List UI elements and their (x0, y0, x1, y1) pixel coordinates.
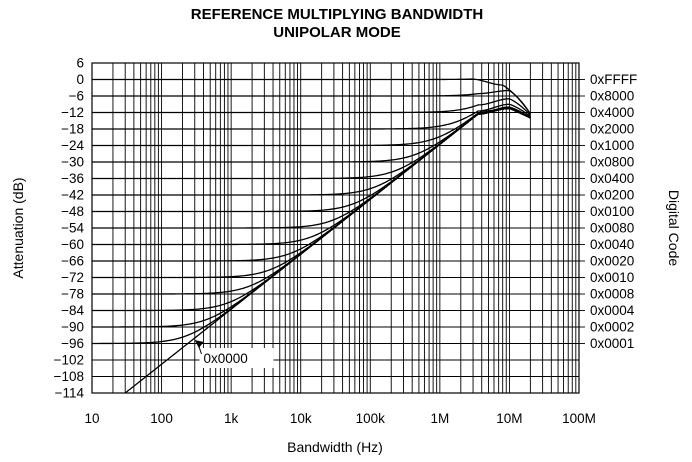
y-tick-label: 6 (76, 56, 84, 71)
code-label: 0x0004 (590, 303, 635, 318)
code-label: 0x4000 (590, 105, 634, 120)
code-label: 0x0001 (590, 336, 634, 351)
x-tick-label: 10M (496, 411, 522, 426)
y-tick-label: −36 (61, 171, 84, 186)
y-tick-label: 0 (76, 72, 84, 87)
y-tick-label: −54 (61, 221, 84, 236)
response-curve (92, 98, 531, 116)
y-tick-label: −84 (61, 303, 84, 318)
y-tick-label: −78 (61, 287, 84, 302)
chart-subtitle: UNIPOLAR MODE (273, 24, 401, 41)
y-tick-label: −42 (61, 188, 84, 203)
y-tick-label: −72 (61, 270, 84, 285)
x-tick-label: 1k (224, 411, 239, 426)
y-tick-label: −48 (61, 204, 84, 219)
y-axis-label: Attenuation (dB) (10, 177, 26, 278)
x-tick-label: 100M (562, 411, 596, 426)
y-axis-tick-labels: 60 −6−12 −18−24 −30−36 −42−48 −54−60 −66−72 −78… (54, 56, 85, 401)
x-axis-tick-labels: 10 100 1k 10k 100k 1M 10M 100M (84, 411, 595, 426)
code-label: 0x0080 (590, 221, 634, 236)
response-curve (92, 107, 531, 229)
code-label: 0x0800 (590, 155, 634, 170)
response-curve (92, 107, 531, 262)
response-curve (92, 106, 531, 147)
y-tick-label: −12 (61, 105, 84, 120)
response-curve (92, 107, 531, 279)
response-curve (92, 107, 531, 196)
annotation-background (199, 348, 274, 368)
plot-frame (91, 62, 580, 394)
y-tick-label: −96 (61, 336, 84, 351)
feedthrough-curve (124, 107, 531, 394)
code-label: 0x8000 (590, 89, 634, 104)
y-tick-label: −18 (61, 122, 84, 137)
y-tick-label: −60 (61, 237, 84, 252)
response-curve (92, 89, 531, 115)
code-label: 0x0100 (590, 204, 634, 219)
response-curve (92, 107, 531, 312)
response-curve (92, 103, 531, 130)
code-label: 0x0020 (590, 254, 634, 269)
x-tick-label: 100k (356, 411, 386, 426)
y-tick-label: −6 (69, 89, 84, 104)
x-tick-label: 100 (150, 411, 173, 426)
y-tick-label: −30 (61, 155, 84, 170)
chart-title: REFERENCE MULTIPLYING BANDWIDTH (191, 6, 484, 23)
response-curves (92, 78, 531, 394)
code-label: 0x0400 (590, 171, 634, 186)
feedthrough-annotation: 0x0000 (194, 340, 274, 368)
x-tick-label: 1M (430, 411, 449, 426)
code-label: 0x0008 (590, 287, 634, 302)
y-tick-label: −66 (61, 254, 84, 269)
y-tick-label: −114 (55, 386, 85, 401)
response-curve (92, 107, 531, 163)
code-label: 0x0002 (590, 320, 634, 335)
y-tick-label: −90 (61, 320, 84, 335)
y-tick-label: −108 (54, 369, 84, 384)
x-tick-label: 10 (84, 411, 99, 426)
x-tick-label: 10k (290, 411, 312, 426)
response-curve (92, 107, 531, 295)
y-tick-label: −24 (61, 138, 84, 153)
response-curve (92, 78, 531, 115)
code-label: 0x0010 (590, 270, 634, 285)
code-label: 0xFFFF (590, 72, 637, 87)
feedthrough-label: 0x0000 (203, 351, 247, 366)
code-label: 0x0040 (590, 237, 634, 252)
code-label: 0x0200 (590, 188, 634, 203)
x-axis-label: Bandwidth (Hz) (287, 439, 383, 455)
digital-code-axis-label: Digital Code (666, 190, 682, 266)
annotation-arrowhead (194, 340, 204, 348)
code-label: 0x2000 (590, 122, 634, 137)
y-tick-label: −102 (54, 353, 84, 368)
code-label: 0x1000 (590, 138, 634, 153)
